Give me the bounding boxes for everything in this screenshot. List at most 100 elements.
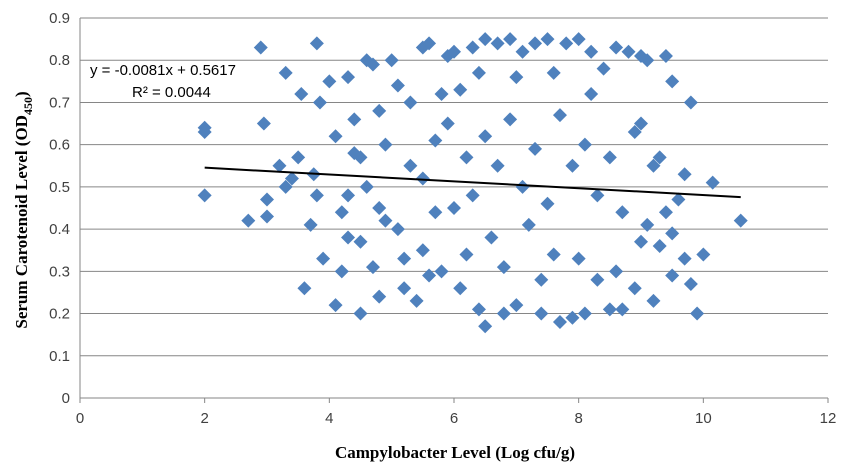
- data-point: [590, 188, 605, 203]
- data-point: [253, 40, 268, 55]
- data-point: [540, 196, 555, 211]
- trendline: [204, 166, 741, 199]
- data-point: [484, 230, 499, 245]
- data-point: [197, 188, 212, 203]
- data-point: [409, 293, 424, 308]
- data-point: [341, 70, 356, 85]
- data-point: [571, 251, 586, 266]
- data-point: [496, 260, 511, 275]
- data-point: [372, 103, 387, 118]
- data-point: [347, 112, 362, 127]
- data-point: [546, 65, 561, 80]
- data-point: [540, 32, 555, 47]
- trendline-group: [204, 166, 741, 199]
- data-point: [677, 167, 692, 182]
- data-point: [278, 179, 293, 194]
- data-point: [683, 277, 698, 291]
- data-point: [496, 306, 511, 321]
- y-tick-label: 0.1: [49, 348, 70, 365]
- data-point: [365, 57, 380, 72]
- data-point: [652, 150, 667, 165]
- data-point: [397, 281, 412, 296]
- data-point: [503, 112, 518, 127]
- data-point: [705, 175, 720, 190]
- data-point: [434, 264, 449, 279]
- data-points: [197, 32, 748, 334]
- data-point: [696, 247, 711, 262]
- data-point: [528, 141, 543, 156]
- y-tick-label: 0.7: [49, 94, 70, 111]
- y-tick-label: 0.8: [49, 52, 70, 69]
- data-point: [658, 205, 673, 220]
- data-point: [515, 179, 530, 194]
- data-point: [359, 179, 374, 194]
- y-axis-title-main: Serum Carotenoid Level (OD: [12, 115, 31, 329]
- data-point: [478, 319, 493, 334]
- data-point: [353, 306, 368, 321]
- y-axis-title: Serum Carotenoid Level (OD450): [12, 91, 35, 328]
- data-point: [341, 188, 356, 203]
- data-point: [390, 78, 405, 93]
- data-point: [297, 281, 312, 296]
- data-point: [665, 74, 680, 89]
- data-point: [291, 150, 306, 165]
- y-tick-label: 0.4: [49, 221, 70, 238]
- data-point: [453, 281, 468, 296]
- y-tick-labels: 0 0.1 0.2 0.3 0.4 0.5 0.6 0.7 0.8 0.9: [49, 10, 70, 407]
- data-point: [328, 129, 343, 144]
- data-point: [260, 192, 274, 207]
- data-point: [658, 49, 673, 63]
- data-point: [422, 268, 437, 283]
- data-point: [565, 158, 580, 173]
- data-point: [403, 158, 418, 173]
- data-point: [378, 137, 393, 152]
- data-point: [434, 87, 449, 101]
- x-tick-label: 0: [76, 410, 84, 427]
- y-tick-label: 0.3: [49, 263, 70, 280]
- data-point: [528, 36, 543, 51]
- data-point: [615, 205, 630, 220]
- data-point: [328, 298, 343, 313]
- data-point: [353, 150, 368, 165]
- data-point: [677, 251, 692, 266]
- data-point: [341, 230, 356, 245]
- data-point: [365, 260, 380, 275]
- data-point: [303, 217, 318, 232]
- data-point: [546, 247, 561, 262]
- data-point: [478, 129, 493, 144]
- y-tick-label: 0.5: [49, 179, 70, 196]
- data-point: [372, 289, 387, 304]
- data-point: [621, 44, 636, 59]
- trendline-r-squared: R² = 0.0044: [132, 84, 211, 101]
- data-point: [403, 95, 418, 110]
- data-point: [312, 95, 327, 110]
- data-point: [428, 205, 443, 220]
- data-point: [584, 44, 599, 59]
- horizontal-gridlines: [80, 17, 828, 357]
- data-point: [552, 315, 567, 329]
- data-point: [334, 264, 349, 279]
- data-point: [453, 82, 468, 97]
- data-point: [309, 36, 324, 51]
- data-point: [428, 133, 443, 148]
- data-point: [665, 268, 680, 283]
- y-axis-title-subscript: 450: [21, 97, 35, 115]
- data-point: [284, 171, 299, 186]
- data-point: [294, 87, 309, 101]
- data-point: [353, 234, 368, 249]
- x-tick-labels: 0 2 4 6 8 10 12: [76, 410, 837, 427]
- data-point: [602, 302, 617, 317]
- x-tick-label: 12: [820, 410, 837, 427]
- data-point: [509, 298, 524, 313]
- data-point: [733, 213, 748, 228]
- data-point: [515, 44, 530, 59]
- data-point: [378, 213, 393, 228]
- data-point: [634, 234, 648, 249]
- data-point: [397, 251, 412, 266]
- data-point: [471, 65, 486, 80]
- data-point: [534, 272, 549, 287]
- data-point: [334, 205, 349, 220]
- data-point: [646, 293, 661, 308]
- x-tick-label: 2: [200, 410, 208, 427]
